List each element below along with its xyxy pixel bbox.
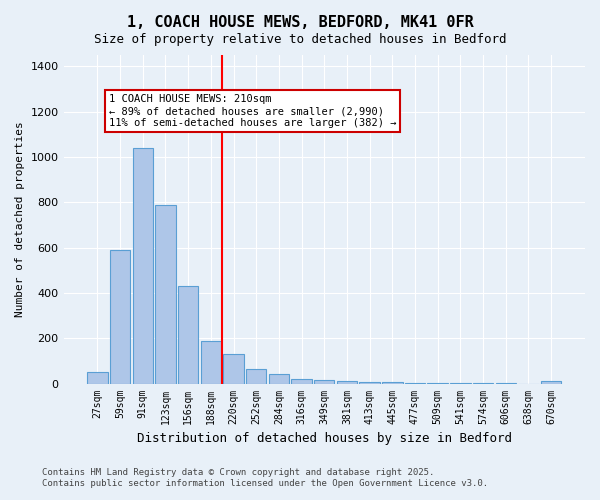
Y-axis label: Number of detached properties: Number of detached properties [15, 122, 25, 317]
Bar [382, 382, 403, 384]
Bar [133, 148, 153, 384]
Bar [337, 382, 357, 384]
Bar [155, 204, 176, 384]
Text: Contains HM Land Registry data © Crown copyright and database right 2025.
Contai: Contains HM Land Registry data © Crown c… [42, 468, 488, 487]
Bar [292, 379, 312, 384]
Bar [87, 372, 107, 384]
Bar [200, 340, 221, 384]
Bar [541, 382, 561, 384]
Bar [359, 382, 380, 384]
X-axis label: Distribution of detached houses by size in Bedford: Distribution of detached houses by size … [137, 432, 512, 445]
Text: 1 COACH HOUSE MEWS: 210sqm
← 89% of detached houses are smaller (2,990)
11% of s: 1 COACH HOUSE MEWS: 210sqm ← 89% of deta… [109, 94, 396, 128]
Bar [178, 286, 199, 384]
Bar [246, 369, 266, 384]
Text: Size of property relative to detached houses in Bedford: Size of property relative to detached ho… [94, 32, 506, 46]
Bar [269, 374, 289, 384]
Bar [314, 380, 334, 384]
Bar [223, 354, 244, 384]
Bar [110, 250, 130, 384]
Bar [405, 383, 425, 384]
Text: 1, COACH HOUSE MEWS, BEDFORD, MK41 0FR: 1, COACH HOUSE MEWS, BEDFORD, MK41 0FR [127, 15, 473, 30]
